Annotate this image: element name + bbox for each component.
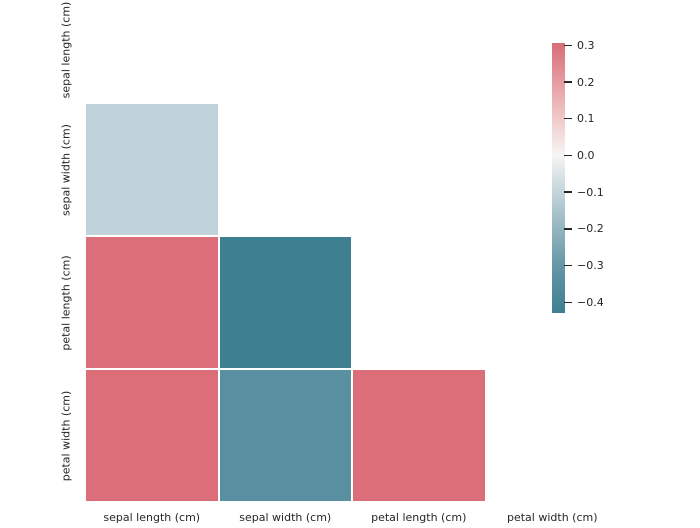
heatmap-cell [86,370,218,501]
heatmap-cell [86,237,218,368]
colorbar-tick-label: 0.0 [577,148,595,162]
colorbar-tick-label: −0.1 [577,185,604,199]
y-tick-label: sepal length (cm) [59,1,73,99]
heatmap-cell [219,237,351,368]
colorbar-tick-label: 0.2 [577,75,595,89]
colorbar-tick-mark [564,154,572,157]
colorbar-tick-mark [564,228,572,230]
colorbar-tick-label: −0.4 [577,295,604,309]
heatmap-cell [219,370,351,501]
colorbar-tick-mark [564,118,572,120]
x-tick-label: petal length (cm) [371,511,467,524]
colorbar-tick-mark [564,301,572,303]
colorbar-tick-mark [564,81,572,83]
heatmap-cell [86,104,218,235]
heatmap-cell [353,370,485,501]
colorbar-tick-label: −0.2 [577,222,604,236]
y-tick-label: petal width (cm) [59,390,73,481]
x-tick-label: petal width (cm) [506,511,598,524]
x-tick-label: sepal width (cm) [239,511,332,524]
colorbar [552,43,565,313]
colorbar-tick-mark [564,264,572,267]
colorbar-tick-label: 0.1 [577,112,595,126]
x-tick-label: sepal length (cm) [103,511,201,524]
colorbar-tick-label: −0.3 [577,259,604,273]
y-tick-label: sepal width (cm) [59,123,73,216]
colorbar-tick-mark [564,191,572,193]
colorbar-tick-mark [564,44,572,46]
colorbar-tick-label: 0.3 [577,38,595,52]
y-tick-label: petal length (cm) [59,254,73,351]
